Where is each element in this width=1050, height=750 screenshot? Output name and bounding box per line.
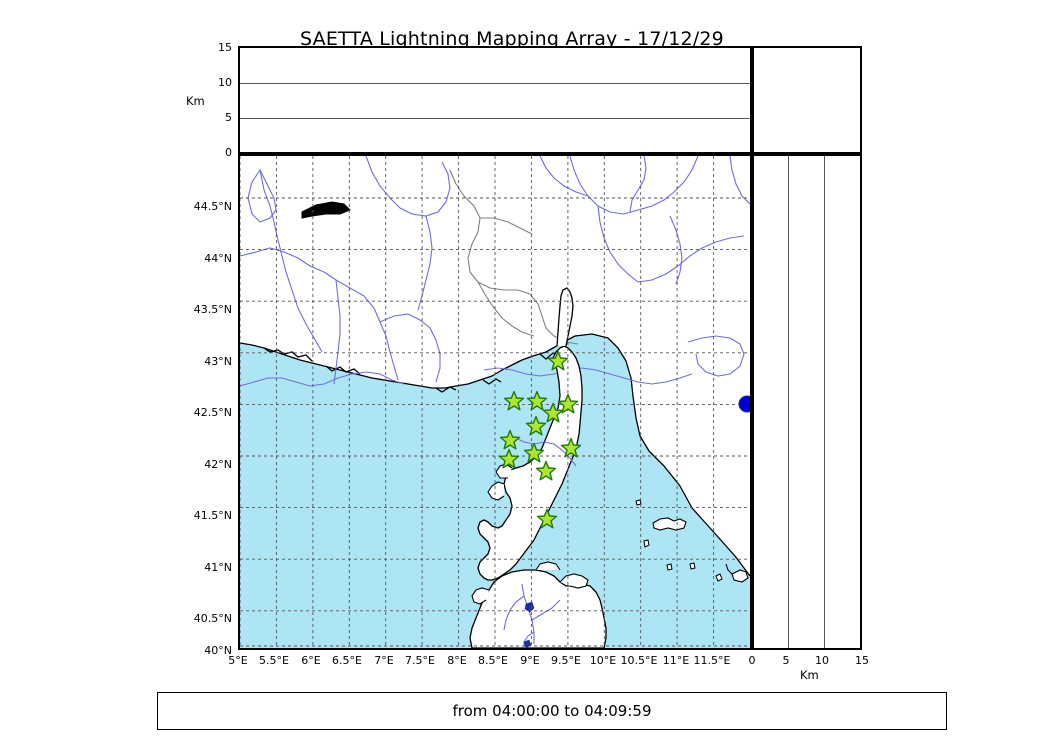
map-ytick-44-5: 44.5°N: [193, 200, 232, 213]
river-rhone: [259, 169, 323, 353]
map-graphics: [240, 156, 750, 648]
height-gridline-10: [240, 83, 750, 84]
map-xtick-8-5: 8.5°E: [478, 654, 508, 667]
map-xtick-7-5: 7.5°E: [405, 654, 435, 667]
map-canvas[interactable]: [240, 156, 750, 648]
distance-xtick-0: 0: [748, 654, 756, 667]
map-ytick-43-5: 43.5°N: [193, 303, 232, 316]
distance-axis-label: Km: [800, 668, 819, 682]
corsica-island: [477, 345, 583, 581]
station-star: [536, 508, 558, 529]
station-star: [523, 442, 545, 463]
station-star: [526, 390, 548, 411]
lma-stations: [498, 350, 582, 529]
map-ytick-41-5: 41.5°N: [193, 509, 232, 522]
map-panel[interactable]: [238, 154, 752, 650]
station-star: [535, 460, 557, 481]
time-range-status-bar: from 04:00:00 to 04:09:59: [157, 692, 947, 730]
station-star: [557, 393, 579, 414]
station-star: [503, 390, 525, 411]
distance-xtick-5: 5: [782, 654, 790, 667]
map-xtick-11: 11°E: [662, 654, 690, 667]
map-xtick-7: 7°E: [374, 654, 394, 667]
distance-height-panel: [752, 154, 862, 650]
distance-gridline-5: [788, 156, 789, 648]
height-ytick-5: 5: [225, 111, 232, 124]
station-star: [498, 448, 520, 469]
map-xtick-10-5: 10.5°E: [620, 654, 658, 667]
map-xtick-10: 10°E: [589, 654, 617, 667]
map-ytick-40-5: 40.5°N: [193, 612, 232, 625]
map-ytick-41: 41°N: [204, 561, 232, 574]
height-time-panel: [238, 46, 752, 154]
map-ytick-42-5: 42.5°N: [193, 406, 232, 419]
capraia-island: [643, 539, 650, 548]
map-xtick-9-5: 9.5°E: [551, 654, 581, 667]
map-ytick-40: 40°N: [204, 644, 232, 657]
height-gridline-5: [240, 118, 750, 119]
map-xtick-9: 9°E: [520, 654, 540, 667]
distance-xtick-15: 15: [855, 654, 869, 667]
elba-island: [652, 517, 687, 531]
distance-xtick-10: 10: [815, 654, 829, 667]
station-star: [547, 350, 569, 371]
map-xtick-11-5: 11.5°E: [693, 654, 731, 667]
distance-gridline-10: [824, 156, 825, 648]
map-xtick-6: 6°E: [301, 654, 321, 667]
height-axis-label: Km: [186, 94, 205, 108]
map-xtick-6-5: 6.5°E: [332, 654, 362, 667]
station-star: [560, 437, 582, 458]
station-star: [525, 415, 547, 436]
map-xtick-5-5: 5.5°E: [259, 654, 289, 667]
corner-panel: [752, 46, 862, 154]
vhf-source-point: [738, 395, 750, 413]
height-ytick-10: 10: [218, 76, 232, 89]
map-ytick-42: 42°N: [204, 458, 232, 471]
map-ytick-44: 44°N: [204, 252, 232, 265]
map-xtick-8: 8°E: [447, 654, 467, 667]
border-france-italy: [449, 169, 579, 345]
station-star: [542, 402, 564, 423]
time-range-text: from 04:00:00 to 04:09:59: [452, 702, 652, 720]
pianosa-island: [666, 563, 673, 571]
montecristo-island: [689, 562, 696, 570]
map-xtick-5: 5°E: [228, 654, 248, 667]
height-ytick-15: 15: [218, 41, 232, 54]
height-ytick-0: 0: [225, 146, 232, 159]
giglio-island: [715, 573, 723, 582]
figure-title: SAETTA Lightning Mapping Array - 17/12/2…: [300, 28, 724, 50]
map-ytick-43: 43°N: [204, 355, 232, 368]
station-star: [499, 429, 521, 450]
